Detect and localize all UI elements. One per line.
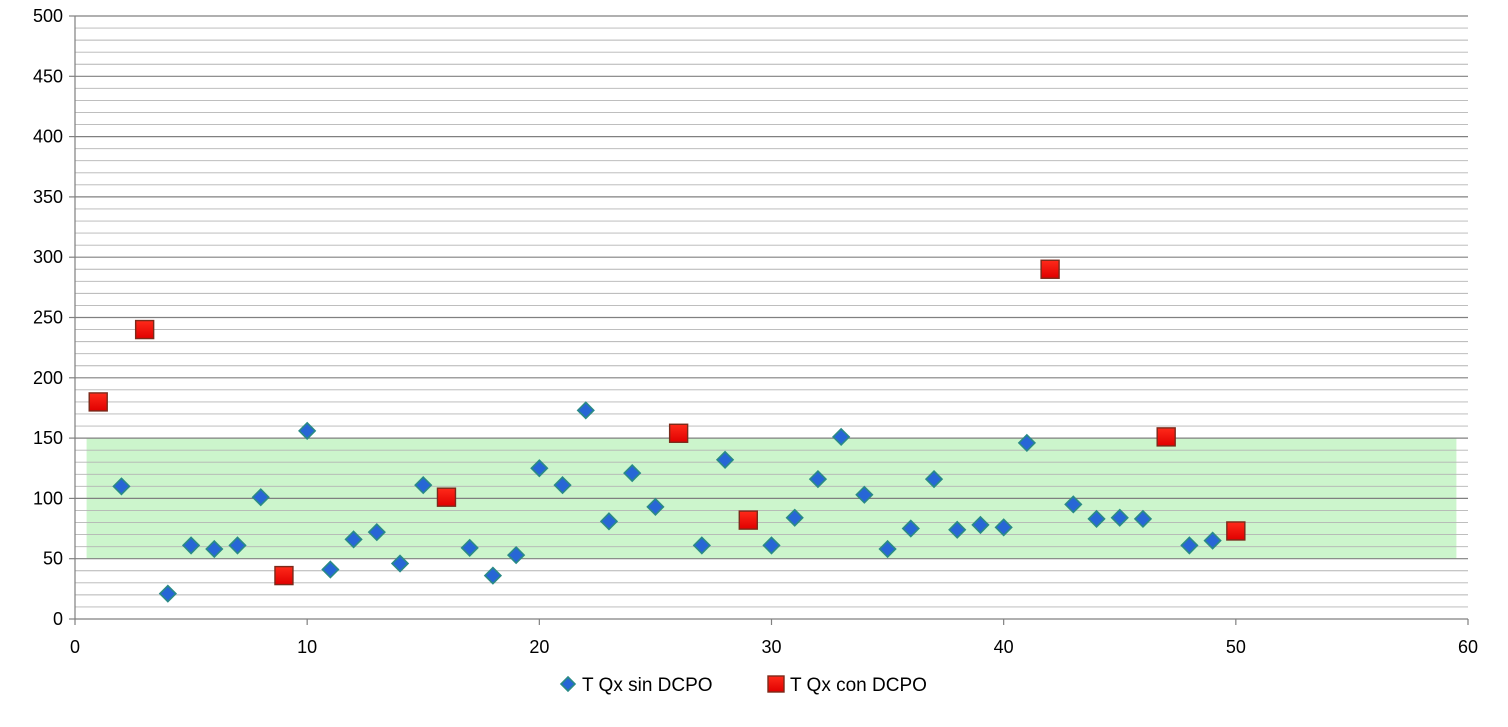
diamond-point [460,538,479,557]
y-tick-label: 450 [33,66,63,86]
x-tick-label: 40 [994,637,1014,657]
diamond-point [808,469,828,489]
diamond-point [390,554,410,573]
x-tick-label: 30 [761,637,781,657]
diamond-point [576,401,595,420]
legend-label-con: T Qx con DCPO [790,675,927,696]
x-tick-label: 20 [529,637,549,657]
diamond-point [1203,531,1222,550]
y-tick-label: 100 [33,488,63,508]
diamond-point [715,450,735,469]
diamond-point [321,560,340,579]
diamond-point [692,536,711,555]
legend: T Qx sin DCPO T Qx con DCPO [559,675,927,696]
y-tick-label: 250 [33,308,63,328]
diamond-point [344,530,363,549]
legend-square-icon [767,675,785,693]
square-point [134,319,155,340]
diamond-point [1087,509,1106,529]
y-tick-label: 150 [33,428,63,448]
diamond-point [901,519,920,538]
diamond-point [855,485,874,504]
square-point [274,565,294,586]
y-tick-label: 50 [43,549,63,569]
diamond-point [1133,509,1153,529]
y-tick-label: 400 [33,127,63,147]
diamond-point [623,463,642,483]
diamond-point [1017,433,1037,453]
diamond-point [228,536,247,555]
diamond-point [553,476,572,495]
diamond-point [971,515,990,535]
diamond-point [530,459,549,478]
diamond-point [483,566,503,585]
y-tick-label: 350 [33,187,63,207]
diamond-point [298,421,317,440]
x-tick-label: 50 [1226,637,1246,657]
diamond-point [158,584,177,603]
legend-diamond-icon [559,675,577,693]
diamond-point [506,545,526,565]
x-tick-label: 60 [1458,637,1478,657]
x-tick-label: 10 [297,637,317,657]
diamond-point [878,539,897,559]
square-point [1040,259,1060,279]
diamond-point [1180,536,1199,555]
y-tick-label: 200 [33,368,63,388]
square-point [1226,521,1246,541]
diamond-point [367,523,386,542]
y-tick-label: 0 [53,609,63,629]
square-point [436,487,457,507]
diamond-point [1110,508,1129,527]
diamond-point [785,508,804,527]
y-tick-label: 500 [33,6,63,26]
legend-label-sin: T Qx sin DCPO [582,675,713,696]
diamond-point [112,477,131,496]
diamond-point [994,518,1013,537]
diamond-point [205,539,224,559]
diamond-point [832,427,851,447]
square-point [668,423,689,443]
y-tick-label: 300 [33,247,63,267]
diamond-point [181,536,201,555]
square-point [88,392,108,412]
square-point [738,510,758,530]
diamond-point [414,476,433,495]
diamond-point [251,488,270,507]
diamond-point [762,536,781,555]
diamond-point [948,520,967,539]
square-point [1156,427,1176,447]
x-tick-label: 0 [70,637,80,657]
diamond-point [599,512,619,531]
diamond-point [1064,495,1083,514]
diamond-point [924,469,944,489]
diamond-point [646,497,665,516]
